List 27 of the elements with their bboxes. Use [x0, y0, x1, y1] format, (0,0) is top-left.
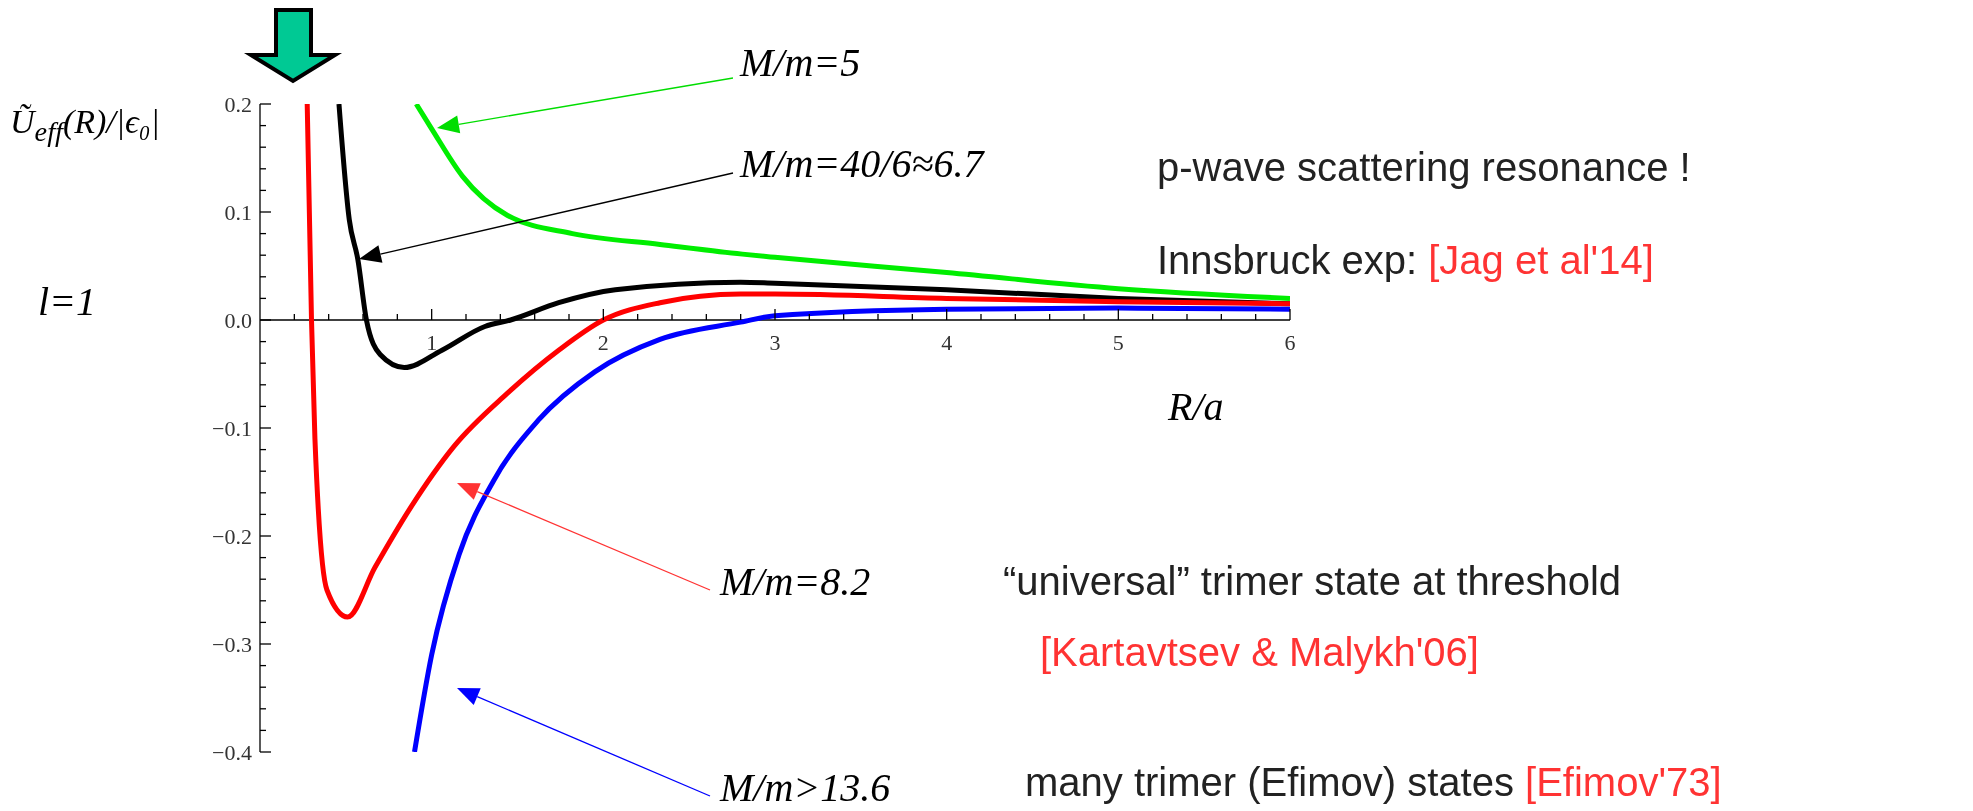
- annotation: [Kartavtsev & Malykh'06]: [1040, 630, 1479, 674]
- annotation: M/m=40/6≈6.7: [740, 141, 984, 186]
- x-tick-label: 2: [597, 330, 609, 355]
- x-axis-title: R/a: [1168, 383, 1224, 431]
- x-tick-label: 5: [1112, 330, 1124, 355]
- y-tick-label: 0.2: [224, 92, 252, 117]
- y-tick-label: 0.1: [224, 200, 252, 225]
- y-tick-label: −0.3: [212, 632, 252, 657]
- y-tick-label: −0.2: [212, 524, 252, 549]
- x-tick-label: 3: [769, 330, 781, 355]
- text: many trimer (Efimov) states: [1025, 760, 1515, 804]
- annotation: “universal” trimer state at threshold: [1003, 559, 1622, 603]
- y-axis-title: Ũ$_{eff}$(R)/|ϵ₀|: [10, 102, 160, 149]
- annotation: Innsbruck exp:: [1157, 238, 1419, 282]
- annotation: M/m=8.2: [720, 559, 871, 604]
- text: [Efimov'73]: [1525, 760, 1722, 804]
- y-tick-label: −0.4: [212, 740, 252, 765]
- x-tick-label: 4: [941, 330, 953, 355]
- text: M/m=5: [740, 40, 861, 85]
- annotation: p-wave scattering resonance !: [1157, 145, 1691, 189]
- y-tick-label: −0.1: [212, 416, 252, 441]
- x-tick-label: 6: [1284, 330, 1296, 355]
- text: l=1: [38, 279, 97, 324]
- y-tick-label: 0.0: [224, 308, 252, 333]
- text: M/m>13.6: [720, 765, 891, 810]
- text: [Jag et al'14]: [1428, 238, 1654, 282]
- x-tick-label: 1: [426, 330, 438, 355]
